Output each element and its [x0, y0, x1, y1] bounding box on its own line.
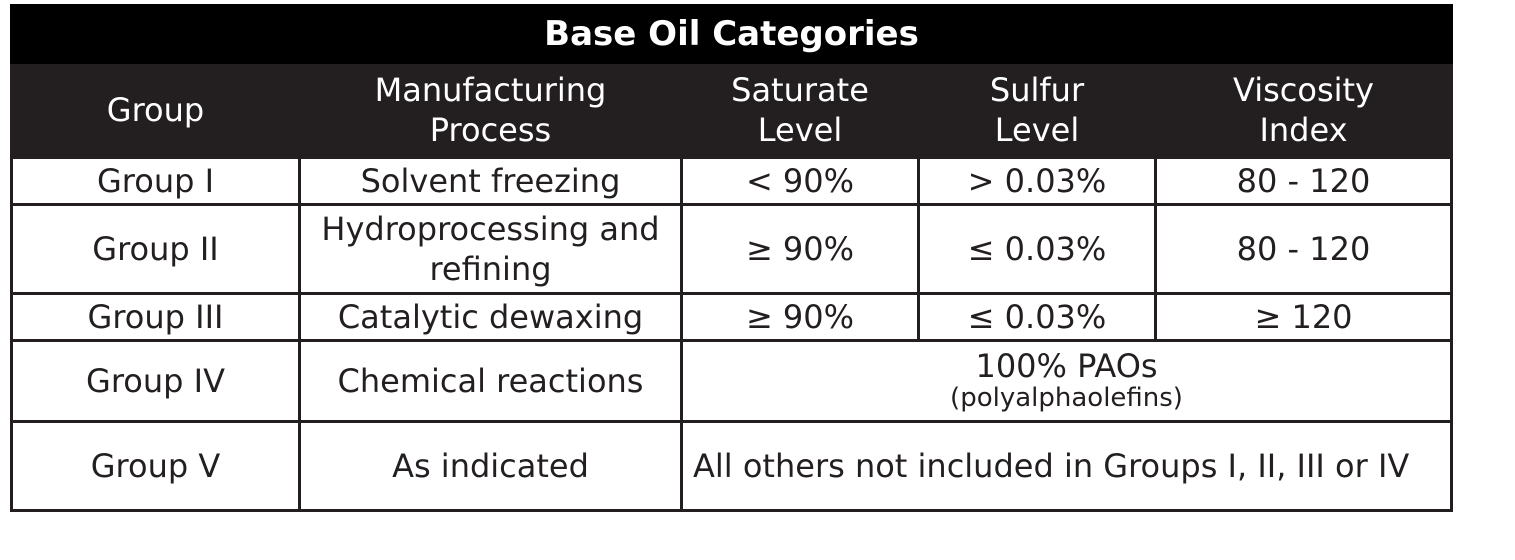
cell-viscosity: 80 - 120 — [1153, 203, 1454, 295]
cell-sulfur: > 0.03% — [917, 156, 1157, 206]
column-header-sulfur-label: Sulfur Level — [989, 71, 1085, 149]
table-title: Base Oil Categories — [9, 4, 1454, 64]
cell-process: Hydroprocessing and refining — [298, 203, 683, 295]
base-oil-table-container: Base Oil Categories Group Manufacturing … — [9, 4, 1454, 512]
table-row: Group V As indicated All others not incl… — [10, 420, 1454, 512]
cell-group: Group I — [10, 156, 301, 206]
column-header-saturate-label: Saturate Level — [731, 71, 869, 149]
cell-process: Chemical reactions — [298, 339, 683, 423]
cell-merged-pao: 100% PAOs (polyalphaolefins) — [679, 339, 1454, 423]
table-row: Group III Catalytic dewaxing ≥ 90% ≤ 0.0… — [10, 292, 1454, 342]
cell-merged-pao-main: 100% PAOs — [975, 347, 1158, 385]
cell-process: As indicated — [298, 420, 683, 512]
cell-viscosity: ≥ 120 — [1153, 292, 1454, 342]
cell-merged-others: All others not included in Groups I, II,… — [679, 420, 1454, 512]
cell-sulfur: ≤ 0.03% — [917, 203, 1157, 295]
cell-saturate: ≥ 90% — [680, 203, 920, 295]
cell-process: Solvent freezing — [298, 156, 683, 206]
cell-saturate: < 90% — [680, 156, 920, 206]
cell-merged-pao-note: (polyalphaolefins) — [950, 383, 1183, 413]
column-header-sulfur: Sulfur Level — [917, 62, 1157, 159]
cell-process: Catalytic dewaxing — [298, 292, 683, 342]
cell-viscosity: 80 - 120 — [1153, 156, 1454, 206]
cell-group: Group V — [10, 420, 301, 512]
table-row: Group I Solvent freezing < 90% > 0.03% 8… — [10, 156, 1454, 206]
column-header-saturate: Saturate Level — [680, 62, 920, 159]
column-header-process-label: Manufacturing Process — [374, 71, 607, 149]
cell-saturate: ≥ 90% — [680, 292, 920, 342]
table-row: Group IV Chemical reactions 100% PAOs (p… — [10, 339, 1454, 423]
column-header-viscosity: Viscosity Index — [1153, 62, 1454, 159]
cell-sulfur: ≤ 0.03% — [917, 292, 1157, 342]
cell-group: Group II — [10, 203, 301, 295]
column-header-process: Manufacturing Process — [298, 62, 683, 159]
table-row: Group II Hydroprocessing and refining ≥ … — [10, 203, 1454, 295]
cell-group: Group IV — [10, 339, 301, 423]
header-row: Group Manufacturing Process Saturate Lev… — [10, 62, 1454, 159]
cell-group: Group III — [10, 292, 301, 342]
column-header-group: Group — [10, 62, 301, 159]
base-oil-table: Base Oil Categories Group Manufacturing … — [9, 4, 1454, 512]
column-header-viscosity-label: Viscosity Index — [1233, 71, 1374, 149]
